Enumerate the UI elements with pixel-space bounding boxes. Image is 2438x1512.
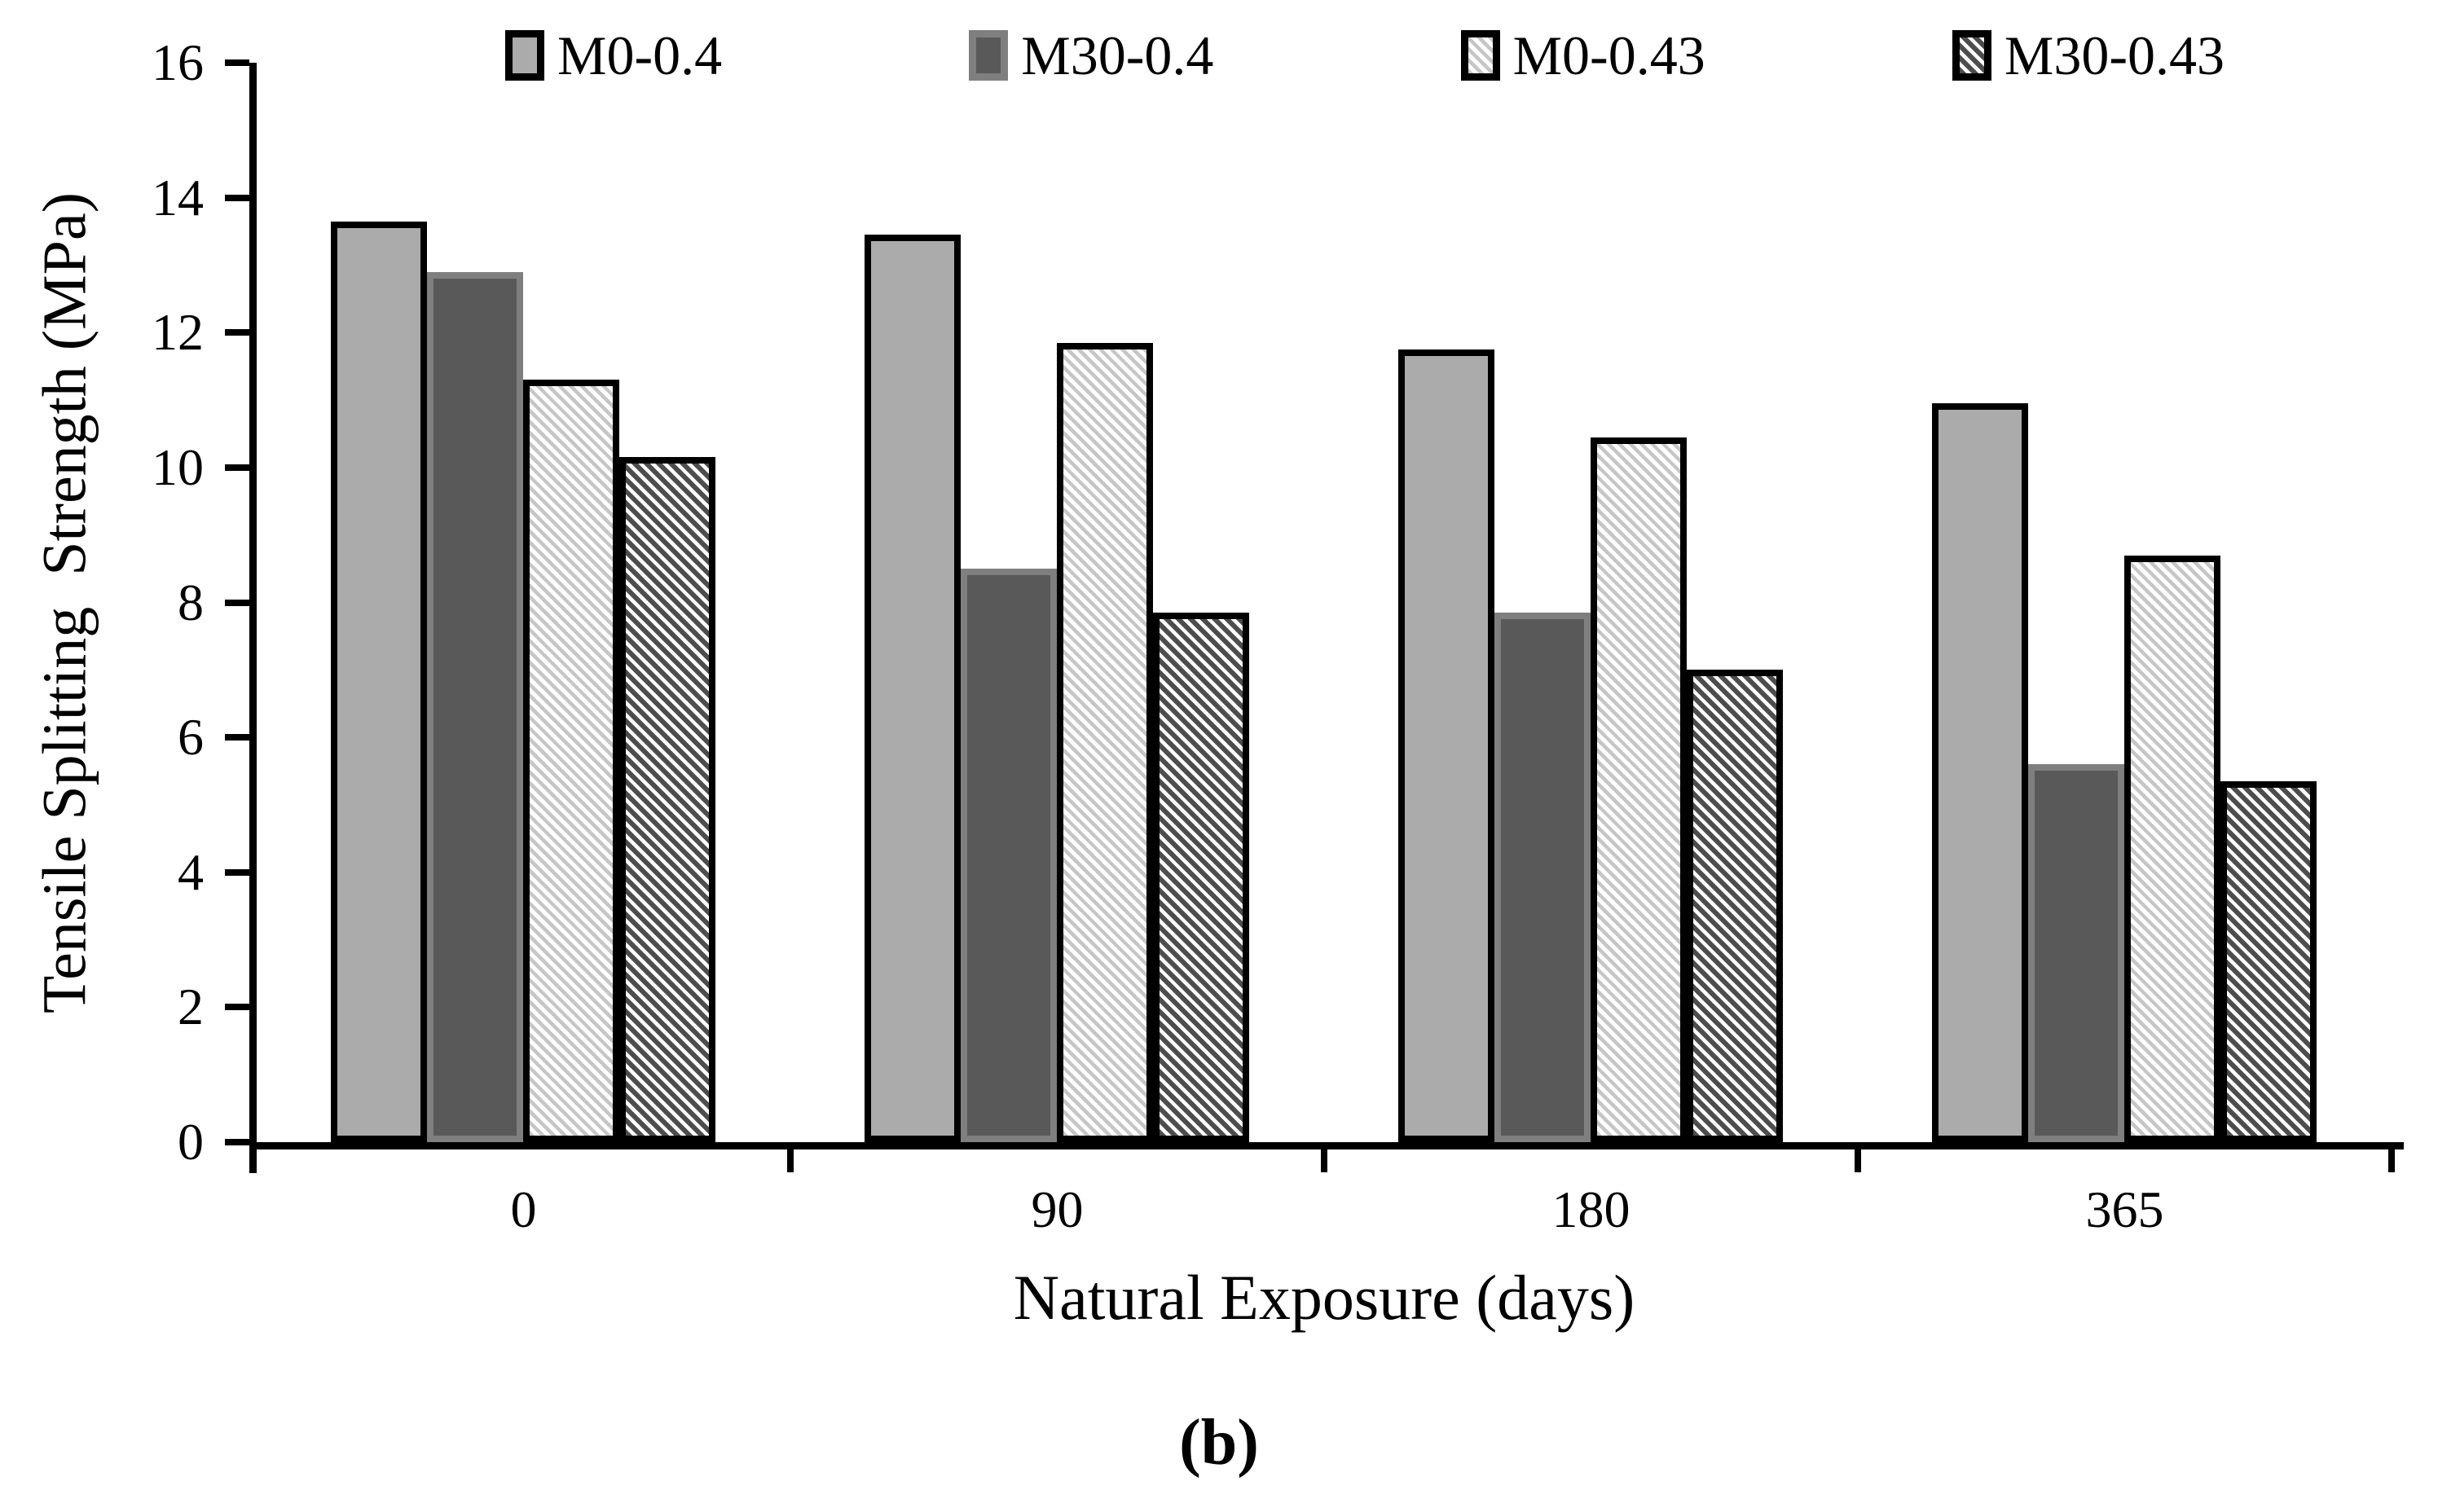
y-tick (225, 194, 249, 201)
bar-M0-0.43-0 (523, 380, 619, 1142)
bar-M30-0.43-90 (1153, 612, 1249, 1142)
y-tick (225, 1004, 249, 1011)
legend-item-M30-0.4: M30-0.4 (969, 28, 1213, 83)
y-tick (225, 734, 249, 741)
plot-area: 0 2 4 6 8 10 12 14 16 0 90 180 365 (152, 33, 2404, 1238)
figure-caption: (b) (1179, 1407, 1259, 1479)
legend-swatch-icon (969, 30, 1009, 81)
x-tick (2388, 1149, 2395, 1172)
legend-swatch-icon (1952, 30, 1991, 81)
y-tick-label: 16 (152, 33, 204, 91)
bar-M30-0.4-90 (961, 569, 1057, 1142)
legend-item-M0-0.4: M0-0.4 (505, 28, 722, 83)
bar-M30-0.4-180 (1494, 612, 1591, 1142)
y-tick (225, 1139, 249, 1145)
y-tick (225, 599, 249, 606)
bar-M0-0.4-90 (865, 235, 961, 1142)
bar-M0-0.43-90 (1057, 342, 1153, 1142)
x-tick-label: 0 (510, 1180, 537, 1238)
y-tick-label: 6 (178, 708, 204, 767)
legend-label: M0-0.4 (557, 24, 723, 86)
bar-M0-0.4-180 (1398, 349, 1494, 1142)
x-axis-line (249, 1142, 2404, 1149)
legend-label: M30-0.43 (2004, 24, 2225, 86)
bar-M0-0.4-365 (1932, 403, 2028, 1142)
x-tick (1855, 1149, 1861, 1172)
y-tick-label: 14 (152, 168, 204, 226)
legend-label: M0-0.43 (1512, 24, 1705, 86)
y-tick-label: 8 (178, 573, 204, 631)
y-tick (225, 464, 249, 471)
y-tick (225, 59, 249, 66)
y-tick (225, 329, 249, 336)
y-tick-label: 0 (178, 1113, 204, 1171)
legend-swatch-icon (505, 30, 544, 81)
bar-M0-0.4-0 (331, 221, 427, 1142)
bar-M30-0.4-365 (2028, 764, 2124, 1142)
x-axis-title: Natural Exposure (days) (1013, 1262, 1635, 1333)
y-tick (225, 868, 249, 876)
bar-M30-0.43-0 (619, 457, 715, 1142)
x-tick (787, 1149, 794, 1172)
legend-item-M0-0.43: M0-0.43 (1460, 24, 1705, 86)
x-tick-label: 180 (1551, 1180, 1630, 1238)
bar-M0-0.43-365 (2124, 555, 2220, 1142)
x-tick-label: 365 (2085, 1180, 2164, 1238)
y-tick-label: 4 (178, 842, 204, 901)
legend-swatch-icon (1460, 30, 1500, 81)
legend-item-M30-0.43: M30-0.43 (1952, 28, 2225, 83)
y-tick-label: 2 (178, 978, 204, 1036)
bar-M30-0.4-0 (427, 271, 523, 1142)
chart-legend: M0-0.4 M30-0.4 M0-0.43 M30-0.43 (505, 28, 2225, 83)
legend-label: M30-0.4 (1021, 24, 1214, 86)
bar-M0-0.43-180 (1591, 437, 1687, 1142)
bar-M30-0.43-180 (1687, 670, 1783, 1142)
x-tick (1321, 1149, 1327, 1172)
bar-M30-0.43-365 (2220, 780, 2317, 1142)
y-axis-line (249, 63, 257, 1173)
x-tick-label: 90 (1031, 1180, 1084, 1238)
y-tick-label: 12 (152, 303, 204, 362)
y-tick-label: 10 (152, 437, 204, 496)
